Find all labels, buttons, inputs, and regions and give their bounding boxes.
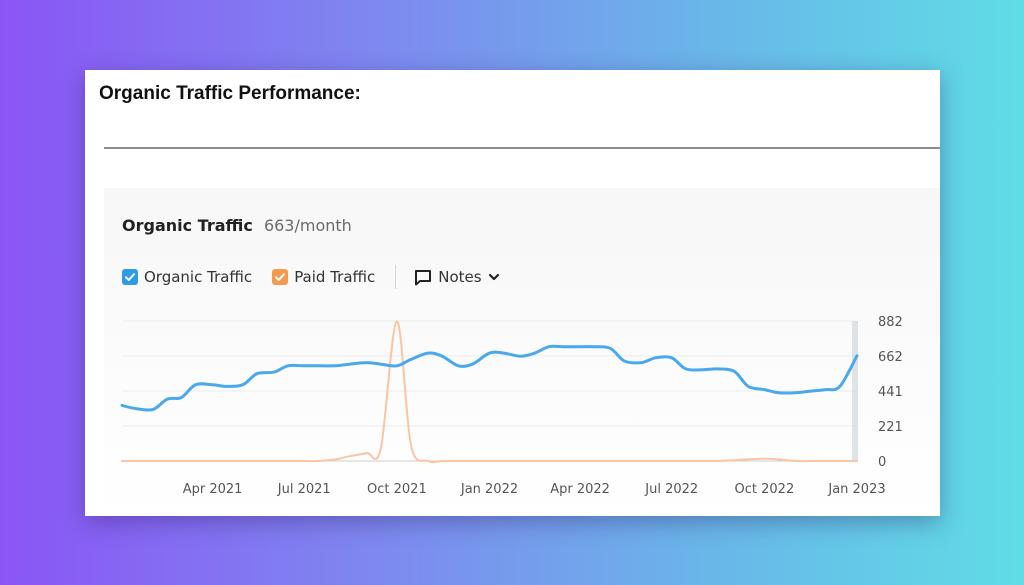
paid-traffic-line: [121, 320, 858, 464]
report-card: Organic Traffic Performance: Organic Tra…: [85, 70, 940, 516]
y-tick-label: 0: [878, 455, 886, 470]
hover-marker: [852, 321, 858, 461]
chart-legend: Organic Traffic Paid Traffic Notes: [122, 265, 500, 289]
x-tick-label: Apr 2022: [550, 482, 610, 497]
x-tick-label: Jul 2021: [277, 482, 331, 497]
x-tick-label: Oct 2022: [735, 482, 795, 497]
x-tick-label: Jan 2022: [460, 482, 518, 497]
check-icon[interactable]: [272, 269, 289, 285]
y-tick-label: 662: [878, 350, 903, 365]
legend-separator: [395, 265, 397, 289]
x-tick-label: Jan 2023: [827, 482, 885, 497]
legend-organic-traffic[interactable]: Organic Traffic: [122, 268, 252, 286]
chart-title: Organic Traffic: [122, 216, 253, 235]
x-tick-label: Apr 2021: [183, 482, 243, 497]
x-tick-label: Jul 2022: [644, 482, 698, 497]
comment-icon: [414, 269, 432, 286]
legend-organic-label: Organic Traffic: [144, 268, 253, 286]
check-icon[interactable]: [122, 269, 138, 285]
divider: [104, 147, 940, 149]
y-tick-label: 441: [878, 385, 903, 400]
legend-paid-traffic[interactable]: Paid Traffic: [272, 268, 375, 286]
x-tick-label: Oct 2021: [367, 482, 427, 497]
traffic-value: 663/month: [263, 216, 352, 235]
chevron-down-icon: [488, 273, 500, 281]
chart-header: Organic Traffic 663/month: [122, 216, 352, 235]
notes-label: Notes: [438, 268, 482, 286]
organic-traffic-line: [120, 344, 859, 412]
page-heading: Organic Traffic Performance:: [99, 83, 361, 104]
y-tick-label: 882: [878, 315, 903, 330]
traffic-chart: 0 221 441 662 882 Apr 2021 Jul 2021 Oct 2021 Jan…: [120, 315, 903, 497]
legend-paid-label: Paid Traffic: [294, 268, 376, 286]
notes-button[interactable]: Notes: [414, 268, 499, 286]
y-tick-label: 221: [878, 420, 903, 435]
